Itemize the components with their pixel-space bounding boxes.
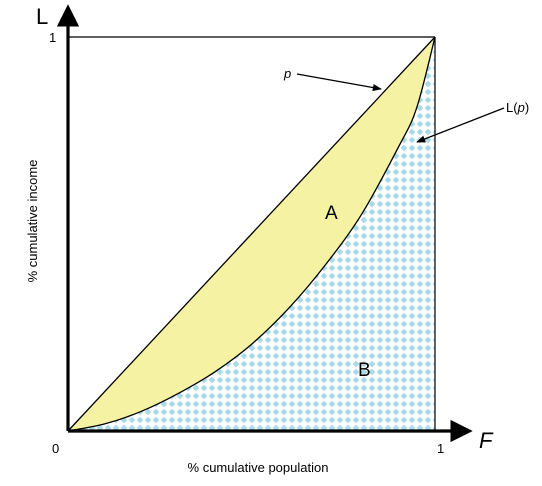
equality-line [67, 36, 436, 432]
lorenz-curve [67, 36, 436, 432]
region-b-label: B [358, 360, 371, 381]
y-tick-label-1: 1 [49, 30, 56, 45]
lorenz-paren-open: ( [513, 100, 518, 115]
region-a-label: A [325, 203, 338, 224]
y-axis-letter: L [36, 4, 48, 29]
lorenz-curve-label: L(p) [506, 100, 529, 115]
lorenz-paren-close: ) [525, 100, 529, 115]
equality-line-label: p [283, 66, 291, 81]
x-tick-label-0: 0 [52, 441, 59, 456]
lorenz-curve-label-arg: p [517, 100, 525, 115]
x-axis-letter: F [479, 428, 494, 453]
y-axis-title: % cumulative income [25, 160, 40, 283]
equality-line-arrow [296, 73, 382, 92]
lorenz-curve-arrow [416, 107, 505, 143]
x-axis-title: % cumulative population [188, 460, 329, 475]
lorenz-curve-label-main: L [506, 100, 513, 115]
region-b-area [68, 37, 435, 431]
x-tick-label-1: 1 [437, 441, 444, 456]
